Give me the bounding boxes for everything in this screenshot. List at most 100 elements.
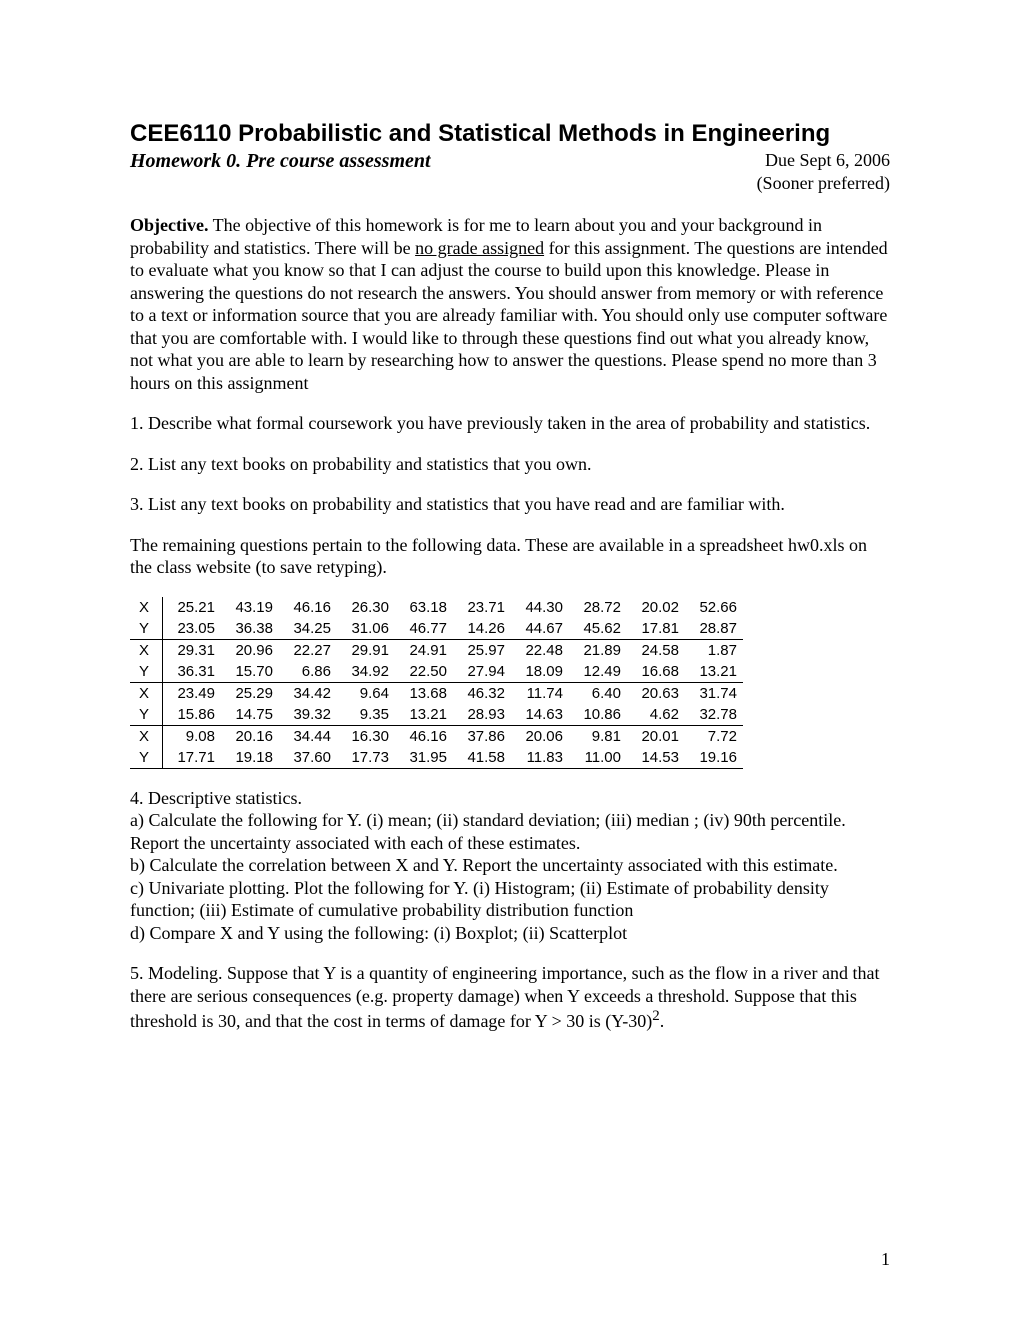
table-cell: 23.49: [163, 682, 222, 704]
question-4: 4. Descriptive statistics. a) Calculate …: [130, 787, 890, 945]
table-cell: 4.62: [627, 704, 685, 726]
data-intro: The remaining questions pertain to the f…: [130, 534, 890, 579]
table-row-label: X: [130, 597, 163, 618]
table-cell: 34.25: [279, 618, 337, 640]
table-cell: 45.62: [569, 618, 627, 640]
question-2: 2. List any text books on probability an…: [130, 453, 890, 476]
table-cell: 10.86: [569, 704, 627, 726]
question-1: 1. Describe what formal coursework you h…: [130, 412, 890, 435]
table-cell: 46.16: [279, 597, 337, 618]
table-cell: 16.30: [337, 725, 395, 747]
q4d: d) Compare X and Y using the following: …: [130, 923, 627, 943]
page-title: CEE6110 Probabilistic and Statistical Me…: [130, 120, 890, 148]
table-cell: 20.63: [627, 682, 685, 704]
table-cell: 9.35: [337, 704, 395, 726]
table-cell: 17.71: [163, 747, 222, 769]
table-cell: 17.81: [627, 618, 685, 640]
table-cell: 46.32: [453, 682, 511, 704]
table-cell: 6.86: [279, 661, 337, 683]
table-cell: 13.21: [685, 661, 743, 683]
table-cell: 46.77: [395, 618, 453, 640]
table-cell: 19.16: [685, 747, 743, 769]
table-cell: 22.27: [279, 639, 337, 661]
table-cell: 28.72: [569, 597, 627, 618]
table-cell: 43.19: [221, 597, 279, 618]
table-cell: 31.06: [337, 618, 395, 640]
q4a: a) Calculate the following for Y. (i) me…: [130, 810, 846, 853]
table-cell: 11.00: [569, 747, 627, 769]
table-cell: 9.81: [569, 725, 627, 747]
table-cell: 20.96: [221, 639, 279, 661]
table-cell: 22.50: [395, 661, 453, 683]
table-cell: 15.70: [221, 661, 279, 683]
table-cell: 29.91: [337, 639, 395, 661]
due-date: Due Sept 6, 2006: [765, 150, 890, 171]
table-cell: 14.53: [627, 747, 685, 769]
table-cell: 1.87: [685, 639, 743, 661]
table-cell: 24.91: [395, 639, 453, 661]
table-cell: 21.89: [569, 639, 627, 661]
table-cell: 36.38: [221, 618, 279, 640]
table-row-label: X: [130, 639, 163, 661]
table-cell: 7.72: [685, 725, 743, 747]
table-cell: 29.31: [163, 639, 222, 661]
table-cell: 63.18: [395, 597, 453, 618]
table-row-label: Y: [130, 618, 163, 640]
table-cell: 39.32: [279, 704, 337, 726]
table-cell: 32.78: [685, 704, 743, 726]
table-cell: 52.66: [685, 597, 743, 618]
q5-post: .: [660, 1011, 665, 1031]
no-grade-assigned: no grade assigned: [415, 238, 544, 258]
q4b: b) Calculate the correlation between X a…: [130, 855, 838, 875]
table-cell: 11.83: [511, 747, 569, 769]
table-cell: 23.05: [163, 618, 222, 640]
table-cell: 9.64: [337, 682, 395, 704]
sooner-note: (Sooner preferred): [130, 173, 890, 194]
table-cell: 13.21: [395, 704, 453, 726]
homework-subtitle: Homework 0. Pre course assessment: [130, 150, 431, 172]
table-cell: 20.16: [221, 725, 279, 747]
table-cell: 17.73: [337, 747, 395, 769]
objective-label: Objective.: [130, 215, 208, 235]
table-row-label: X: [130, 682, 163, 704]
table-cell: 27.94: [453, 661, 511, 683]
table-cell: 44.30: [511, 597, 569, 618]
table-cell: 19.18: [221, 747, 279, 769]
table-cell: 31.95: [395, 747, 453, 769]
table-cell: 18.09: [511, 661, 569, 683]
q4-title: 4. Descriptive statistics.: [130, 788, 302, 808]
table-cell: 28.87: [685, 618, 743, 640]
table-cell: 44.67: [511, 618, 569, 640]
table-cell: 36.31: [163, 661, 222, 683]
table-cell: 12.49: [569, 661, 627, 683]
objective-post: for this assignment. The questions are i…: [130, 238, 888, 393]
table-cell: 20.06: [511, 725, 569, 747]
q5-pre: 5. Modeling. Suppose that Y is a quantit…: [130, 963, 880, 1031]
objective-paragraph: Objective. The objective of this homewor…: [130, 214, 890, 394]
table-cell: 25.29: [221, 682, 279, 704]
table-cell: 9.08: [163, 725, 222, 747]
table-cell: 16.68: [627, 661, 685, 683]
table-cell: 25.97: [453, 639, 511, 661]
table-cell: 15.86: [163, 704, 222, 726]
table-cell: 20.02: [627, 597, 685, 618]
table-cell: 14.63: [511, 704, 569, 726]
table-row-label: Y: [130, 747, 163, 769]
table-row-label: X: [130, 725, 163, 747]
table-cell: 6.40: [569, 682, 627, 704]
table-cell: 37.86: [453, 725, 511, 747]
page-number: 1: [881, 1249, 890, 1270]
table-cell: 14.75: [221, 704, 279, 726]
table-cell: 41.58: [453, 747, 511, 769]
data-table: X25.2143.1946.1626.3063.1823.7144.3028.7…: [130, 597, 743, 769]
q5-superscript: 2: [652, 1008, 660, 1024]
table-cell: 34.42: [279, 682, 337, 704]
table-cell: 26.30: [337, 597, 395, 618]
q4c: c) Univariate plotting. Plot the followi…: [130, 878, 829, 921]
table-cell: 46.16: [395, 725, 453, 747]
table-row-label: Y: [130, 661, 163, 683]
question-5: 5. Modeling. Suppose that Y is a quantit…: [130, 962, 890, 1033]
table-cell: 22.48: [511, 639, 569, 661]
table-cell: 24.58: [627, 639, 685, 661]
table-cell: 14.26: [453, 618, 511, 640]
